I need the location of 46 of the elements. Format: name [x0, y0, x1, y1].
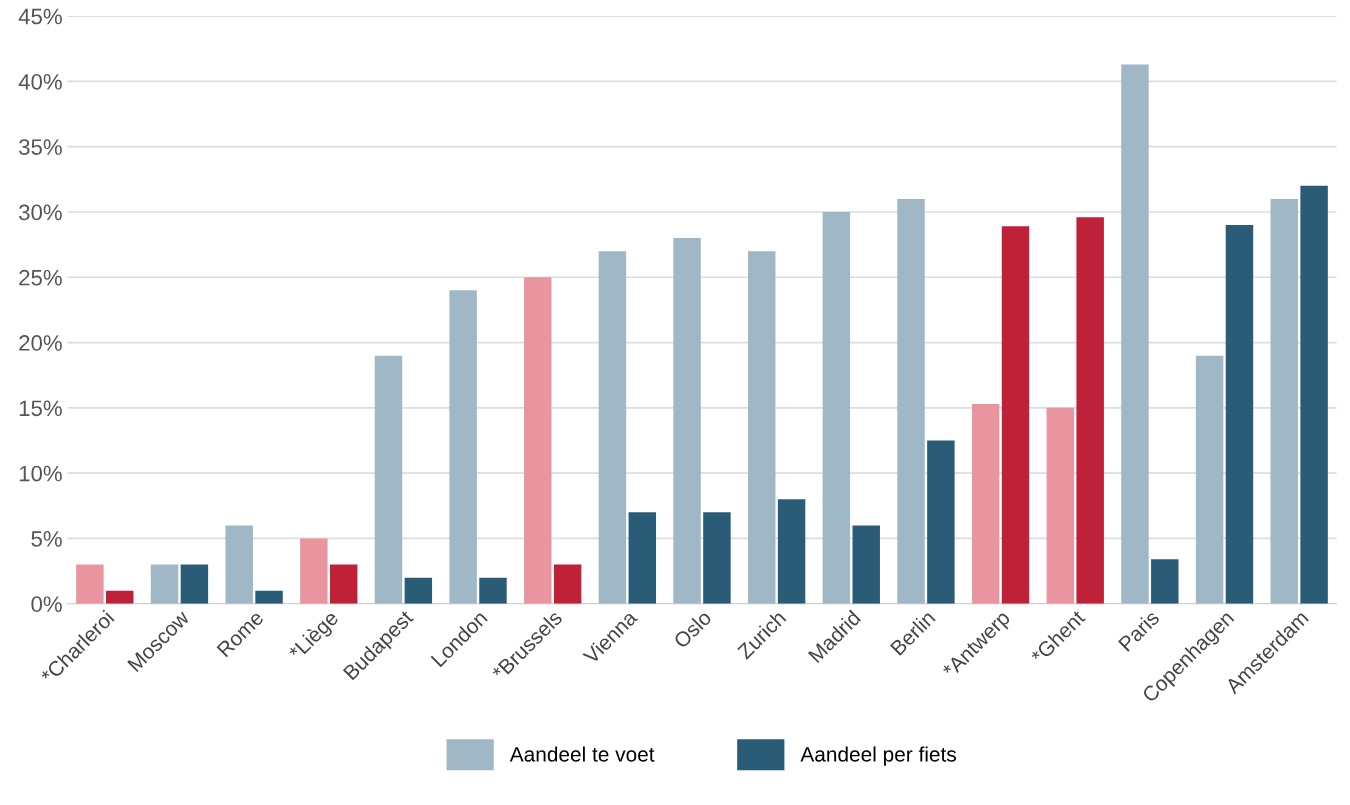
bar: [374, 355, 403, 604]
bar: [897, 198, 925, 604]
bar: [553, 564, 582, 604]
bar: [1076, 217, 1104, 604]
y-tick-label: 35%: [19, 139, 62, 155]
bar: [1046, 407, 1075, 604]
y-tick-label: 15%: [19, 400, 62, 417]
bar: [1300, 185, 1328, 604]
bar: [1121, 64, 1149, 604]
bar: [927, 440, 955, 604]
legend-label: Aandeel te voet: [509, 746, 655, 762]
x-tick-label: Oslo: [672, 609, 713, 650]
bar: [822, 211, 851, 604]
bar: [1270, 198, 1298, 604]
bar: [852, 525, 880, 604]
bar: [180, 564, 209, 604]
bar: [106, 590, 134, 604]
bar: [479, 577, 507, 604]
bar: [404, 577, 433, 604]
y-tick-label: 45%: [18, 8, 62, 25]
legend-label: Aandeel per fiets: [800, 746, 956, 766]
bar: [1195, 355, 1224, 604]
bar: [300, 538, 328, 604]
y-tick-label: 30%: [19, 204, 62, 221]
bar: [598, 251, 627, 604]
y-tick-label: 25%: [19, 269, 62, 286]
bar: [225, 525, 253, 604]
bar: [255, 590, 283, 604]
bar: [150, 564, 179, 604]
y-tick-label: 10%: [19, 465, 62, 482]
bar: [1151, 559, 1179, 604]
y-tick-label: 5%: [31, 531, 62, 547]
bar: [628, 512, 657, 604]
bar: [777, 499, 806, 604]
bar: [1225, 225, 1254, 604]
bar: [1001, 226, 1030, 604]
bar: [673, 238, 701, 604]
y-tick-label: 20%: [19, 335, 62, 351]
bar: [971, 403, 1000, 604]
bar: [524, 277, 552, 604]
y-tick-label: 40%: [18, 73, 62, 90]
bar: [329, 564, 358, 604]
bar: [76, 564, 104, 604]
bar: [747, 251, 776, 604]
bar: [449, 290, 477, 604]
bar: [703, 512, 731, 604]
